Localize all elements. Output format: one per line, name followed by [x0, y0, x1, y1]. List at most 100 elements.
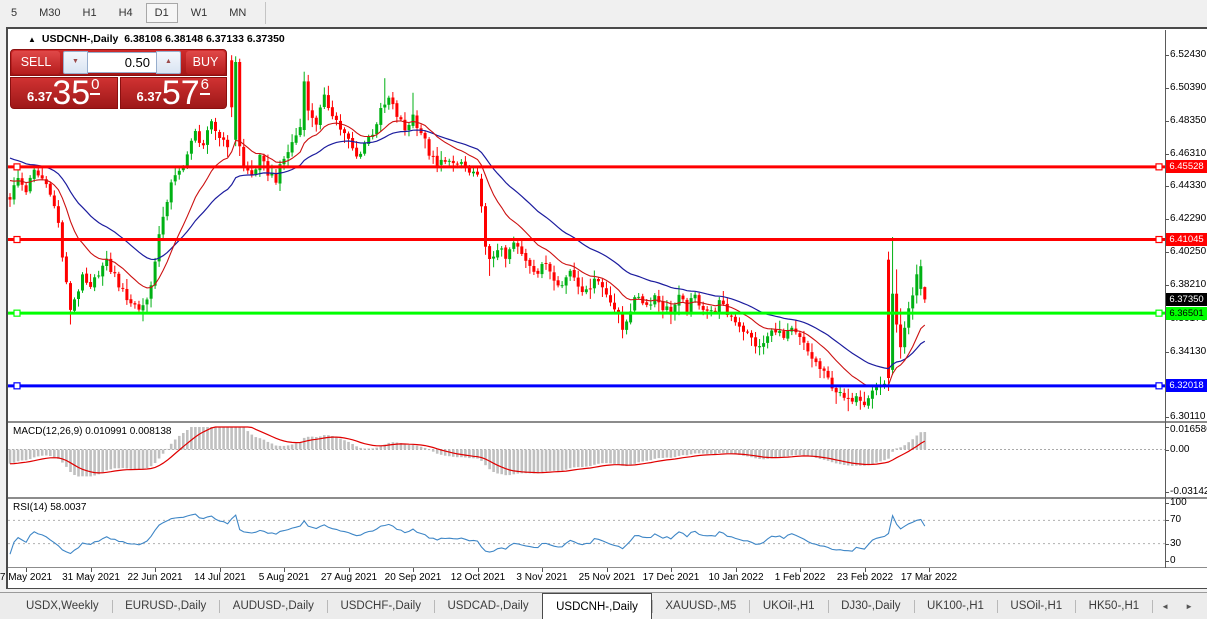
sell-price-panel[interactable]: 6.37 35 0 — [10, 74, 118, 112]
chart-tab-audusd-daily[interactable]: AUDUSD-,Daily — [232, 600, 314, 612]
macd-axis-tick — [1165, 427, 1169, 428]
resistance-line-2-handle[interactable] — [1155, 235, 1163, 244]
buy-price-prefix: 6.37 — [136, 89, 162, 104]
macd-indicator-label: MACD(12,26,9) 0.010991 0.008138 — [13, 426, 172, 437]
price-axis-tick-label: 6.30110 — [1170, 411, 1206, 422]
date-axis-label: 25 Nov 2021 — [578, 572, 636, 583]
date-axis-tick — [478, 568, 479, 572]
chart-tab-usdchf-daily[interactable]: USDCHF-,Daily — [340, 600, 421, 612]
resistance-line-2-price-badge: 6.41045 — [1166, 233, 1207, 246]
resistance-line-1-handle[interactable] — [1155, 163, 1163, 171]
sell-price-big: 35 — [52, 74, 91, 112]
chart-tab-hk50-h1[interactable]: HK50-,H1 — [1088, 600, 1140, 612]
price-axis-tick — [1165, 285, 1169, 286]
chart-tab-usdx-weekly[interactable]: USDX,Weekly — [25, 600, 99, 612]
price-axis-tick-label: 6.34130 — [1170, 346, 1207, 357]
panel-splitter-macd[interactable] — [8, 421, 1207, 423]
timeframe-button-H1[interactable]: H1 — [82, 7, 97, 19]
date-axis-label: 14 Jul 2021 — [194, 572, 246, 583]
chart-tab-usdcnh-daily[interactable]: USDCNH-,Daily — [542, 593, 652, 619]
rsi-panel[interactable] — [8, 499, 1165, 567]
date-axis-label: 17 Dec 2021 — [642, 572, 700, 583]
support-line-blue-handle[interactable] — [13, 382, 21, 390]
trade-buttons-row: SELL ▼ ▲ BUY — [10, 49, 227, 76]
rsi-line — [9, 513, 926, 555]
chart-window-border-left — [6, 27, 8, 589]
date-axis-tick — [929, 568, 930, 572]
date-axis-tick — [26, 568, 27, 572]
chart-tab-eurusd-daily[interactable]: EURUSD-,Daily — [125, 600, 207, 612]
date-axis-label: 22 Jun 2021 — [127, 572, 183, 583]
tab-separator — [913, 599, 915, 613]
date-axis-label: 12 Oct 2021 — [450, 572, 506, 583]
resistance-line-2-handle[interactable] — [13, 235, 21, 244]
date-axis-label: 3 Nov 2021 — [516, 572, 568, 583]
tab-separator — [996, 599, 998, 613]
price-axis-tick-label: 6.46310 — [1170, 148, 1207, 159]
price-axis-tick-label: 6.52430 — [1170, 49, 1207, 60]
date-axis-tick — [607, 568, 608, 572]
buy-price-panel[interactable]: 6.37 57 6 — [119, 76, 227, 110]
volume-decrease-button[interactable]: ▼ — [63, 51, 88, 74]
macd-axis-tick — [1165, 450, 1169, 451]
tab-separator — [111, 599, 113, 613]
chart-tab-dj30-daily[interactable]: DJ30-,Daily — [841, 600, 901, 612]
chart-ohlc-values: 6.38108 6.38148 6.37133 6.37350 — [124, 33, 285, 45]
tabs-scroll-left-icon[interactable]: ◄ — [1161, 601, 1170, 611]
tab-separator — [541, 599, 543, 613]
date-axis-label: 31 May 2021 — [62, 572, 120, 583]
buy-button[interactable]: BUY — [186, 51, 225, 74]
tabs-scroll-right-icon[interactable]: ► — [1185, 601, 1194, 611]
macd-axis-label: 0.016586 — [1170, 424, 1207, 435]
date-axis-tick — [800, 568, 801, 572]
price-axis-separator — [1165, 30, 1166, 568]
sell-price-prefix: 6.37 — [27, 89, 53, 104]
chart-tab-usoil-h1[interactable]: USOil-,H1 — [1010, 600, 1063, 612]
date-axis-label: 1 Feb 2022 — [774, 572, 826, 583]
support-line-green-handle[interactable] — [1155, 309, 1163, 317]
price-axis-tick — [1165, 154, 1169, 155]
one-click-collapse-icon[interactable]: ▲ — [28, 35, 36, 44]
timeframe-button-H4[interactable]: H4 — [118, 7, 133, 19]
ma-slow-line — [9, 129, 926, 370]
volume-increase-button[interactable]: ▲ — [156, 51, 181, 74]
rsi-axis-tick — [1165, 503, 1169, 504]
date-axis-border — [8, 567, 1207, 568]
timeframe-toolbar: 5 M30 H1 H4 D1 W1 MN — [0, 0, 1207, 26]
chart-tab-usdcad-daily[interactable]: USDCAD-,Daily — [447, 600, 529, 612]
price-axis-tick — [1165, 417, 1169, 418]
tab-separator — [326, 599, 328, 613]
date-axis-label: 17 Mar 2022 — [900, 572, 958, 583]
tab-separator — [827, 599, 829, 613]
date-axis-tick — [671, 568, 672, 572]
chart-tab-ukoil-h1[interactable]: UKOil-,H1 — [762, 600, 815, 612]
resistance-line-1-handle[interactable] — [13, 163, 21, 171]
macd-histogram — [8, 427, 927, 477]
panel-splitter-rsi[interactable] — [8, 497, 1207, 499]
timeframe-button-MN[interactable]: MN — [229, 7, 247, 19]
date-axis-tick — [349, 568, 350, 572]
volume-input[interactable] — [88, 52, 156, 73]
price-axis-tick-label: 6.42290 — [1170, 213, 1207, 224]
price-axis-tick — [1165, 352, 1169, 353]
date-axis-label: 10 Jan 2022 — [708, 572, 764, 583]
chart-tabs-bar: USDX,Weekly EURUSD-,Daily AUDUSD-,Daily USD… — [0, 592, 1207, 619]
rsi-indicator-label: RSI(14) 58.0037 — [13, 502, 87, 513]
timeframe-button-D1[interactable]: D1 — [145, 3, 178, 23]
horizontal-level-lines[interactable] — [8, 163, 1165, 390]
support-line-blue-handle[interactable] — [1155, 382, 1163, 390]
macd-axis-label: -0.03142 — [1170, 486, 1207, 497]
sell-button[interactable]: SELL — [12, 51, 60, 74]
tab-separator — [219, 599, 220, 613]
chart-tab-uk100-h1[interactable]: UK100-,H1 — [927, 600, 984, 612]
timeframe-button-5[interactable]: 5 — [11, 7, 18, 19]
timeframe-button-W1[interactable]: W1 — [190, 7, 208, 19]
chart-tab-xauusd-m5[interactable]: XAUUSD-,M5 — [665, 600, 737, 612]
support-line-green-handle[interactable] — [13, 309, 21, 317]
rsi-axis-tick — [1165, 520, 1169, 521]
price-axis-tick — [1165, 252, 1169, 253]
timeframe-button-M30[interactable]: M30 — [39, 7, 61, 19]
date-axis-tick — [284, 568, 285, 572]
macd-panel[interactable] — [8, 423, 1165, 497]
